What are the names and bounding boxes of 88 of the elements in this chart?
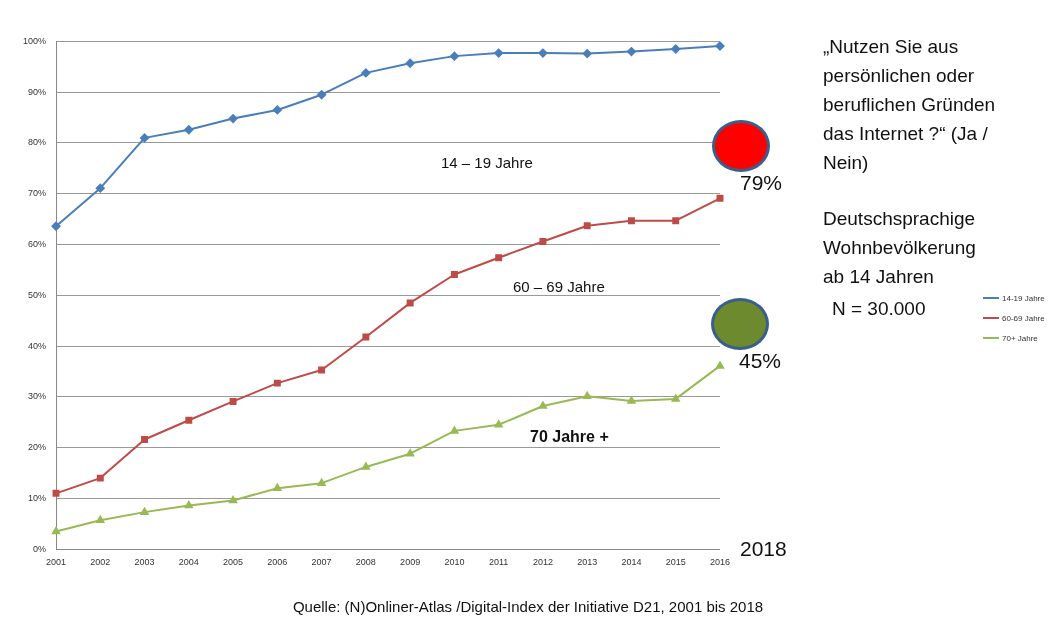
point [318, 366, 326, 374]
y-tick-label: 70% [28, 188, 47, 199]
point [96, 474, 104, 482]
x-tick-label: 2012 [532, 557, 553, 568]
point [272, 105, 282, 115]
point [583, 391, 592, 400]
text: 45% [739, 349, 782, 373]
point [273, 483, 282, 492]
legend-label: 70+ Jahre [1002, 333, 1038, 343]
source-note: Quelle: (N)Onliner-Atlas /Digital-Index der Initiative D21, 2001 bis 2018 [291, 598, 765, 615]
x-tick-label: 2013 [577, 557, 598, 568]
point [671, 394, 680, 402]
point [671, 44, 681, 54]
point [361, 462, 370, 470]
point [494, 48, 504, 58]
x-tick-label: 2008 [355, 557, 376, 568]
x-tick-label: 2002 [90, 557, 111, 568]
x-tick-label: 2003 [134, 557, 155, 568]
point [141, 436, 149, 443]
point [51, 221, 61, 231]
x-tick-label: 2011 [488, 557, 509, 568]
y-tick-label: 40% [28, 340, 47, 351]
point [317, 90, 327, 100]
legend-label: 60-69 Jahre [1002, 313, 1045, 323]
legend-label: 14-19 Jahre [1002, 293, 1045, 303]
point [317, 478, 326, 486]
x-tick-label: 2009 [400, 557, 421, 568]
point [406, 299, 414, 307]
point [52, 489, 60, 497]
point [405, 58, 415, 68]
point [716, 194, 724, 202]
text: „Nutzen Sie aus persönlichen oder beruflichen Gründen das Internet ?“ (Ja / Nein) [823, 35, 997, 175]
y-tick-label: 10% [28, 492, 47, 503]
text: N = 30.000 [832, 298, 926, 320]
point [406, 449, 415, 457]
point [95, 183, 105, 193]
point [185, 416, 193, 424]
annotation: 60 – 69 Jahre [513, 278, 605, 295]
point [539, 238, 547, 245]
y-tick-label: 60% [28, 239, 47, 249]
point [184, 501, 193, 509]
point [229, 397, 237, 405]
point [583, 222, 591, 230]
point [140, 507, 149, 515]
y-tick-label: 50% [28, 289, 47, 300]
point [449, 51, 459, 61]
point [273, 379, 281, 387]
annotation: 14 – 19 Jahre [441, 154, 533, 171]
point [51, 526, 61, 535]
point [672, 217, 680, 225]
y-tick-label: 0% [33, 543, 47, 554]
x-tick-label: 2001 [46, 557, 67, 568]
point [450, 426, 459, 434]
point [582, 49, 592, 59]
point [229, 495, 238, 504]
x-tick-label: 2010 [444, 557, 465, 568]
x-tick-label: 2005 [223, 557, 244, 568]
x-tick-label: 2006 [267, 557, 288, 568]
point [361, 68, 371, 78]
point [228, 114, 238, 124]
text: 79% [740, 171, 783, 195]
point [494, 420, 503, 428]
y-tick-label: 100% [22, 35, 47, 46]
x-tick-label: 2015 [665, 557, 686, 568]
y-tick-label: 20% [28, 442, 47, 453]
point [538, 48, 548, 58]
y-tick-label: 30% [28, 391, 47, 402]
point [538, 401, 547, 409]
annotation: 70 Jahre + [530, 428, 609, 446]
point [627, 217, 635, 225]
x-tick-label: 2007 [311, 557, 332, 568]
x-tick-label: 2014 [621, 557, 642, 568]
point [715, 361, 725, 369]
point [140, 133, 150, 143]
y-tick-label: 80% [28, 137, 47, 148]
point [495, 254, 503, 262]
point [627, 396, 636, 404]
point [184, 125, 194, 135]
x-tick-label: 2004 [178, 557, 199, 568]
point [362, 333, 370, 341]
text: 2018 [740, 537, 787, 561]
y-tick-label: 90% [28, 86, 47, 97]
text: Deutschsprachige Wohnbevölkerung ab 14 Jahren [823, 207, 977, 289]
point [626, 47, 636, 57]
point [715, 41, 725, 51]
point [450, 271, 458, 278]
x-tick-label: 2016 [709, 557, 730, 568]
point [96, 515, 105, 524]
